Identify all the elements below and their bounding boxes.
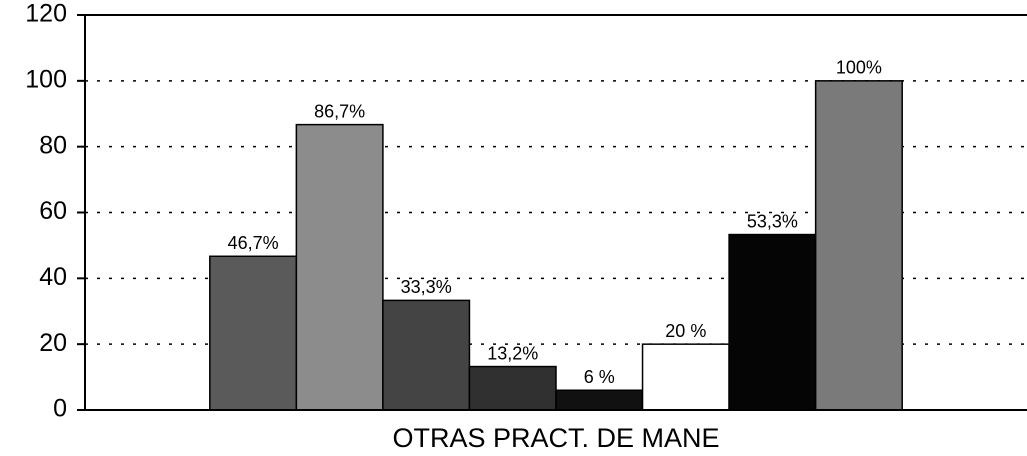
x-tick-label: OTRAS PRACT. DE MANE — [392, 423, 719, 453]
value-label: 33,3% — [401, 277, 452, 297]
bar — [555, 389, 644, 411]
y-tick-label: 20 — [39, 329, 67, 357]
value-label: 13,2% — [487, 343, 538, 363]
y-tick-label: 100 — [25, 65, 67, 93]
bar — [814, 80, 903, 411]
y-tick-label: 120 — [25, 0, 67, 28]
bar — [382, 299, 471, 411]
value-label: 86,7% — [314, 101, 365, 121]
bar — [209, 255, 298, 411]
bar — [295, 123, 384, 411]
bar — [728, 233, 817, 411]
value-label: 46,7% — [228, 233, 279, 253]
bar — [641, 343, 730, 411]
value-label: 20 % — [665, 321, 706, 341]
y-tick-label: 0 — [53, 395, 67, 423]
value-label: 53,3% — [747, 211, 798, 231]
y-tick-label: 80 — [39, 131, 67, 159]
y-tick-label: 60 — [39, 197, 67, 225]
bar — [468, 365, 557, 411]
y-tick-label: 40 — [39, 263, 67, 291]
value-label: 6 % — [584, 367, 615, 387]
value-label: 100% — [836, 58, 882, 78]
